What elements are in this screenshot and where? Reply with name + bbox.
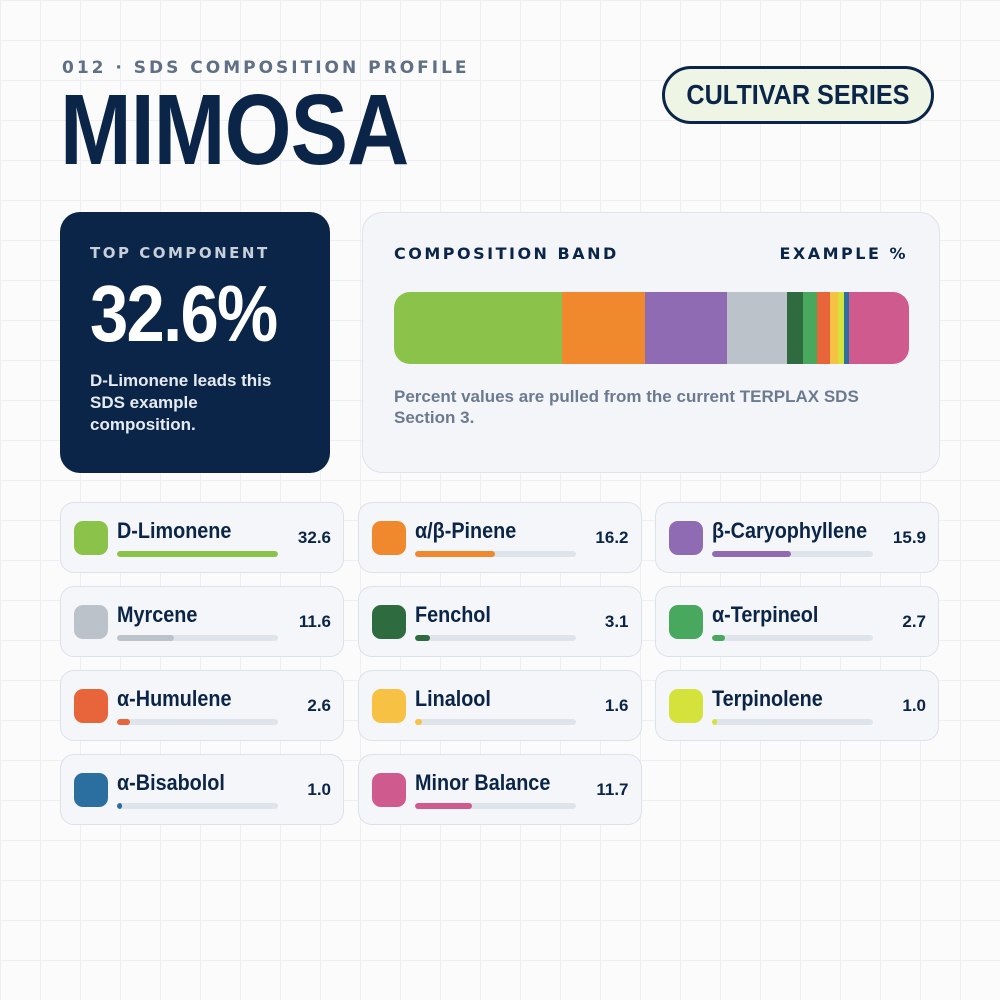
band-segment-d-limonene <box>394 292 562 364</box>
component-bar-track <box>414 719 576 725</box>
component-bar-fenchol <box>414 635 430 641</box>
component-tile-terpineol: α-Terpineol 2.7 <box>655 586 939 657</box>
color-swatch <box>74 521 108 555</box>
color-swatch <box>371 773 406 807</box>
top-component-card: TOP COMPONENT 32.6% D-Limonene leads thi… <box>60 212 330 473</box>
component-tile-myrcene: Myrcene 11.6 <box>60 586 344 657</box>
component-tile-bisabolol: α-Bisabolol 1.0 <box>60 754 344 825</box>
band-segment-pinene <box>561 292 646 364</box>
component-bar-humulene <box>117 719 130 725</box>
component-bar-track <box>117 719 278 725</box>
component-tile-caryophyllene: β-Caryophyllene 15.9 <box>655 502 939 573</box>
top-component-value: 32.6% <box>90 269 278 358</box>
band-segment-humulene <box>816 292 831 364</box>
component-bar-track <box>117 551 278 557</box>
component-value: 2.7 <box>902 612 926 631</box>
series-badge-label: CULTIVAR SERIES <box>686 79 910 110</box>
component-value: 32.6 <box>297 528 331 547</box>
component-bar-terpinolene <box>712 719 717 725</box>
component-bar-track <box>117 635 278 641</box>
color-swatch <box>669 521 703 555</box>
component-bar-track <box>414 551 576 557</box>
band-note: Percent values are pulled from the curre… <box>394 387 859 427</box>
component-bar-track <box>712 719 873 725</box>
profile-eyebrow: 012 · SDS COMPOSITION PROFILE <box>62 58 470 78</box>
color-swatch <box>669 689 703 723</box>
color-swatch <box>74 689 108 723</box>
component-bar-caryophyllene <box>712 551 791 557</box>
component-name: α/β-Pinene <box>414 518 516 543</box>
band-header: COMPOSITION BAND EXAMPLE % <box>394 244 908 263</box>
component-bar-track <box>712 635 873 641</box>
page-title: MIMOSA <box>60 74 409 186</box>
band-segment-linalool <box>830 292 839 364</box>
band-segment-bisabolol <box>843 292 849 364</box>
component-value: 1.0 <box>902 696 926 715</box>
component-name: Terpinolene <box>712 686 823 711</box>
band-segment-terpineol <box>802 292 817 364</box>
series-badge: CULTIVAR SERIES <box>662 66 934 124</box>
color-swatch <box>371 689 406 723</box>
band-label: COMPOSITION BAND <box>394 244 619 263</box>
color-swatch <box>74 605 108 639</box>
component-tile-fenchol: Fenchol 3.1 <box>357 586 642 657</box>
component-tile-d-limonene: D-Limonene 32.6 <box>60 502 344 573</box>
component-tile-minor-balance: Minor Balance 11.7 <box>357 754 642 825</box>
component-value: 2.6 <box>307 696 331 715</box>
component-bar-terpineol <box>712 635 726 641</box>
color-swatch <box>669 605 703 639</box>
component-name: D-Limonene <box>117 518 232 543</box>
component-name: α-Bisabolol <box>117 770 225 795</box>
component-value: 16.2 <box>595 528 629 547</box>
component-bar-minor-balance <box>414 803 473 809</box>
component-tile-linalool: Linalool 1.6 <box>357 670 642 741</box>
color-swatch <box>74 773 108 807</box>
component-value: 11.7 <box>596 780 629 799</box>
component-tile-humulene: α-Humulene 2.6 <box>60 670 344 741</box>
component-name: α-Terpineol <box>712 602 819 627</box>
band-segment-terpinolene <box>838 292 844 364</box>
top-component-label: TOP COMPONENT <box>90 244 270 262</box>
component-name: α-Humulene <box>117 686 232 711</box>
color-swatch <box>371 605 406 639</box>
component-bar-track <box>414 635 576 641</box>
band-segment-minor-balance <box>848 292 909 364</box>
component-value: 15.9 <box>892 528 926 547</box>
band-segment-fenchol <box>786 292 803 364</box>
component-name: Myrcene <box>117 602 198 627</box>
component-bar-myrcene <box>117 635 175 641</box>
component-value: 1.0 <box>307 780 331 799</box>
component-bar-pinene <box>414 551 495 557</box>
color-swatch <box>371 521 406 555</box>
component-bar-d-limonene <box>117 551 278 557</box>
composition-band-bar <box>394 292 909 364</box>
component-tile-terpinolene: Terpinolene 1.0 <box>655 670 939 741</box>
component-name: Minor Balance <box>414 770 550 795</box>
component-value: 11.6 <box>298 612 331 631</box>
band-segment-myrcene <box>727 292 787 364</box>
component-name: β-Caryophyllene <box>712 518 868 543</box>
component-tile-pinene: α/β-Pinene 16.2 <box>357 502 642 573</box>
component-bar-track <box>712 551 873 557</box>
band-unit-label: EXAMPLE % <box>779 244 908 263</box>
band-segment-caryophyllene <box>645 292 728 364</box>
top-component-note: D-Limonene leads this SDS example compos… <box>90 371 272 434</box>
component-value: 3.1 <box>604 612 629 631</box>
component-bar-bisabolol <box>117 803 122 809</box>
composition-band-card: COMPOSITION BAND EXAMPLE % Percent value… <box>362 212 940 473</box>
component-name: Fenchol <box>414 602 491 627</box>
component-name: Linalool <box>414 686 491 711</box>
component-bar-linalool <box>414 719 423 725</box>
component-bar-track <box>414 803 576 809</box>
component-value: 1.6 <box>604 696 629 715</box>
component-bar-track <box>117 803 278 809</box>
